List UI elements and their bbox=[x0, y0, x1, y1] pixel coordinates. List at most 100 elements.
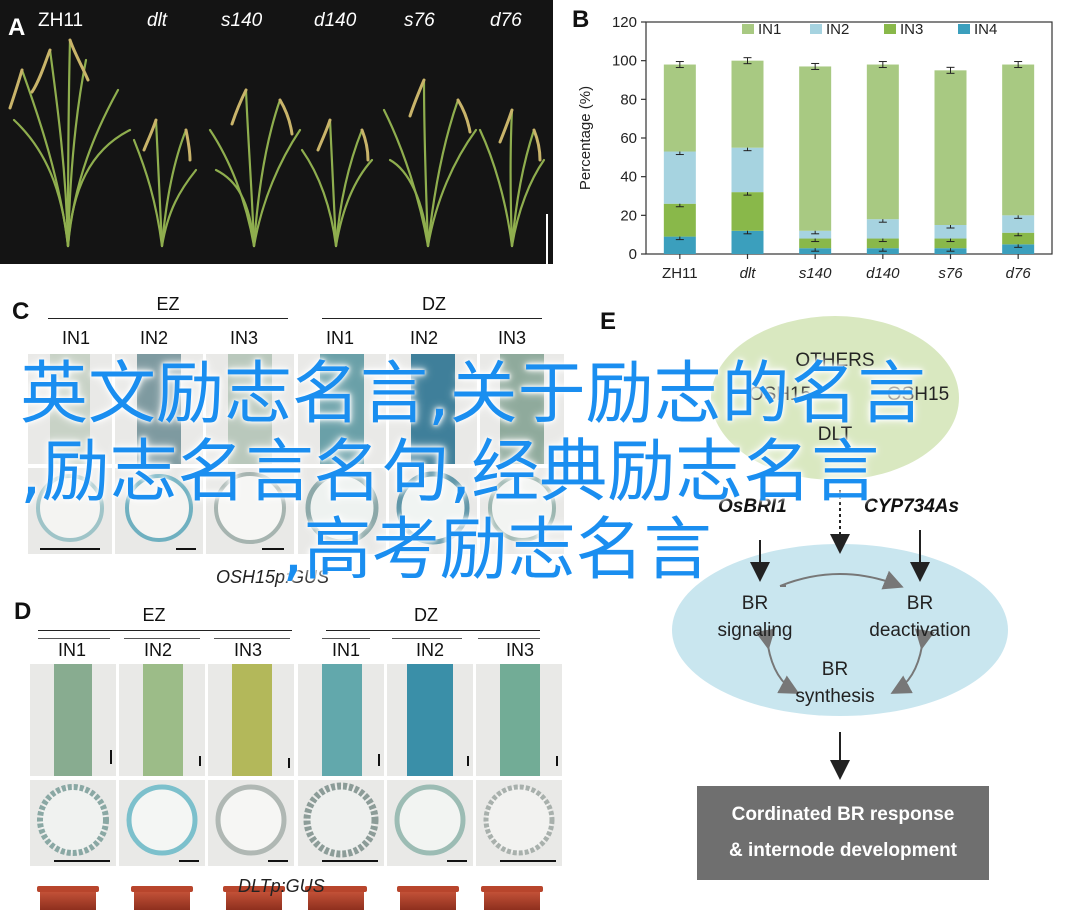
internode-divider bbox=[38, 638, 110, 639]
bar-segment-in1 bbox=[934, 70, 967, 225]
group-label: DZ bbox=[422, 294, 446, 314]
y-tick-label: 0 bbox=[629, 246, 637, 263]
internode-divider bbox=[322, 638, 370, 639]
gus-stain-tile bbox=[476, 664, 562, 776]
regulator-dlt: DLT bbox=[817, 424, 853, 445]
legend-label: IN4 bbox=[974, 21, 997, 38]
panel-letter-e: E bbox=[600, 308, 617, 335]
node-text: BR bbox=[741, 593, 769, 614]
y-tick-label: 40 bbox=[620, 169, 637, 186]
watermark-line: 英文励志名言,关于励志的名言 bbox=[20, 355, 926, 434]
gus-stain-tile bbox=[298, 354, 386, 464]
br-pathway-diagram: E OTHERS OSH15 OSH15 DLT OsBRI1 CYP734As… bbox=[600, 300, 1070, 900]
internode-divider bbox=[478, 638, 540, 639]
pathway-shapes bbox=[672, 316, 1008, 780]
bar-segment-in1 bbox=[866, 64, 899, 220]
bar-segment-in2 bbox=[663, 151, 696, 204]
legend-label: IN1 bbox=[758, 21, 781, 38]
node-text: deactivation bbox=[869, 620, 971, 641]
node-text: signaling bbox=[717, 620, 793, 641]
scale-bar bbox=[176, 548, 196, 550]
y-tick-label: 100 bbox=[612, 53, 637, 70]
bar-segment-in1 bbox=[663, 64, 696, 152]
bar-segment-in3 bbox=[934, 238, 967, 249]
internode-label: IN2 bbox=[139, 328, 168, 348]
gus-stain-tile bbox=[206, 354, 294, 464]
cross-section-tile bbox=[119, 780, 205, 866]
node-br-signaling: BR signaling bbox=[700, 590, 810, 644]
internode-label: IN1 bbox=[57, 640, 86, 660]
y-axis-label: Percentage (%) bbox=[577, 86, 594, 190]
cross-section-tile bbox=[476, 780, 562, 866]
plant-label: d76 bbox=[490, 10, 522, 31]
internode-divider bbox=[214, 638, 290, 639]
internode-label: IN3 bbox=[497, 328, 526, 348]
gus-stain-tile bbox=[208, 664, 294, 776]
internode-label: IN2 bbox=[143, 640, 172, 660]
internode-label: IN1 bbox=[61, 328, 90, 348]
br-response-box: Cordinated BR response & internode devel… bbox=[697, 786, 989, 880]
watermark-line: ,励志名言名句,经典励志名言 bbox=[20, 433, 880, 512]
node-text: BR bbox=[906, 593, 934, 614]
group-label: EZ bbox=[142, 605, 166, 625]
legend-swatch bbox=[884, 24, 896, 34]
internode-label: IN3 bbox=[229, 328, 258, 348]
gus-stain-tile bbox=[389, 354, 477, 464]
bar-segment-in3 bbox=[663, 203, 696, 237]
panel-letter-a: A bbox=[8, 14, 26, 41]
regulator-osh15: OSH15 bbox=[748, 384, 812, 405]
bar-segment-in4 bbox=[731, 230, 764, 254]
gus-stain-tile bbox=[119, 664, 205, 776]
scale-bar bbox=[40, 548, 100, 550]
x-tick-label: d140 bbox=[866, 265, 900, 282]
watermark-line: ,高考励志名言 bbox=[282, 511, 712, 590]
cross-section-tile bbox=[480, 468, 564, 554]
internode-divider bbox=[392, 638, 462, 639]
gus-stain-tile bbox=[480, 354, 564, 464]
bar-segment-in2 bbox=[1002, 215, 1035, 233]
node-text: BR bbox=[821, 659, 849, 680]
cross-section-tile bbox=[30, 780, 116, 866]
internode-label: IN1 bbox=[331, 640, 360, 660]
plant-label: d140 bbox=[314, 10, 357, 31]
cross-section-tile bbox=[206, 468, 294, 554]
cross-section-tile bbox=[298, 468, 386, 554]
gene-osbri1: OsBRI1 bbox=[718, 496, 787, 517]
bar-segment-in4 bbox=[663, 236, 696, 254]
rice-plants-illustration bbox=[8, 38, 546, 248]
gus-stain-tile bbox=[298, 664, 384, 776]
bar-segment-in1 bbox=[799, 66, 832, 231]
internode-label: IN3 bbox=[505, 640, 534, 660]
internode-label: IN3 bbox=[233, 640, 262, 660]
internode-label: IN2 bbox=[409, 328, 438, 348]
node-br-synthesis: BR synthesis bbox=[780, 656, 890, 710]
bar-segment-in1 bbox=[731, 60, 764, 148]
cross-section-tile bbox=[115, 468, 203, 554]
group-divider bbox=[48, 318, 288, 319]
panel-letter-b: B bbox=[572, 6, 590, 33]
plant-label: s76 bbox=[404, 10, 435, 31]
gus-stain-tile bbox=[115, 354, 203, 464]
panel-letter-c: C bbox=[12, 298, 30, 325]
reporter-caption: DLTp:GUS bbox=[238, 876, 325, 896]
scale-bar bbox=[262, 548, 284, 550]
plant-label: s140 bbox=[221, 10, 263, 31]
x-tick-label: ZH11 bbox=[662, 265, 698, 282]
legend-label: IN2 bbox=[826, 21, 849, 38]
bar-segment-in2 bbox=[799, 230, 832, 239]
watermark-title: 英文励志名言,关于励志的名言 ,励志名言名句,经典励志名言 ,高考励志名言 bbox=[20, 356, 1020, 590]
y-tick-label: 60 bbox=[620, 130, 637, 147]
internode-label: IN1 bbox=[325, 328, 354, 348]
y-tick-label: 80 bbox=[620, 91, 637, 108]
y-tick-label: 120 bbox=[612, 14, 637, 31]
gus-stain-tile bbox=[28, 354, 112, 464]
cross-section-tile bbox=[298, 780, 384, 866]
node-br-deactivation: BR deactivation bbox=[850, 590, 990, 644]
scale-bar bbox=[546, 214, 548, 264]
bar-segment-in2 bbox=[731, 147, 764, 193]
internode-label: IN2 bbox=[415, 640, 444, 660]
cross-section-tile bbox=[208, 780, 294, 866]
regulator-others: OTHERS bbox=[795, 350, 875, 371]
stacked-bar-chart: 0 20 40 60 80 100 120 Percentage (%) ZH11 dlt s140… bbox=[577, 14, 1053, 282]
group-divider bbox=[326, 630, 540, 631]
